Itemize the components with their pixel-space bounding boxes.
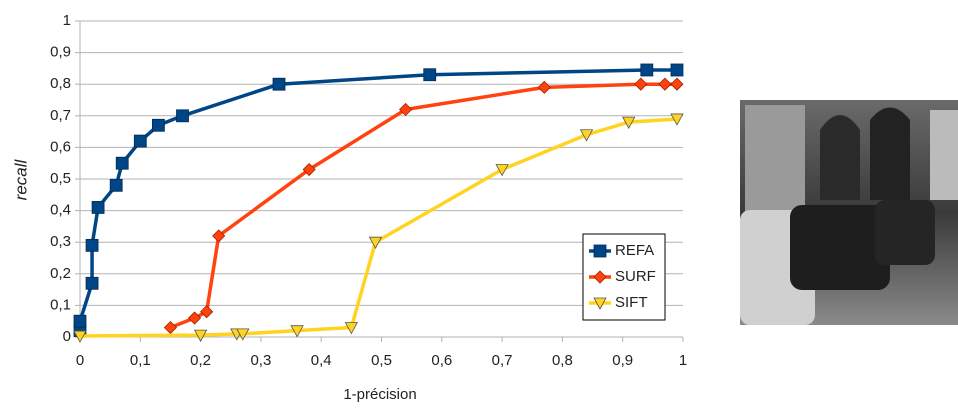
legend-marker xyxy=(593,270,607,284)
data-point xyxy=(344,322,359,335)
data-point xyxy=(368,236,383,250)
data-point xyxy=(85,276,99,290)
data-point xyxy=(399,102,413,117)
x-tick-label: 0,9 xyxy=(612,352,633,369)
data-point xyxy=(163,320,178,335)
data-point xyxy=(423,68,437,82)
legend-label: SIFT xyxy=(615,294,648,311)
data-point xyxy=(658,77,672,91)
y-tick-label: 1 xyxy=(63,12,71,29)
x-tick-label: 0,7 xyxy=(492,352,513,369)
data-point xyxy=(73,314,87,328)
data-point xyxy=(640,63,654,77)
y-tick-label: 0,7 xyxy=(50,107,71,124)
data-point xyxy=(109,178,123,192)
x-tick-label: 0,5 xyxy=(371,352,392,369)
x-axis-label: 1-précision xyxy=(343,386,416,403)
x-tick-label: 0 xyxy=(76,352,84,369)
data-point xyxy=(290,325,304,338)
data-point xyxy=(73,330,87,343)
y-tick-label: 0,5 xyxy=(50,170,71,187)
x-tick-label: 0,2 xyxy=(190,352,211,369)
data-point xyxy=(622,116,636,129)
y-tick-label: 0,9 xyxy=(50,44,71,61)
data-point xyxy=(115,156,129,170)
data-point xyxy=(151,118,165,132)
data-point xyxy=(236,328,250,341)
data-point xyxy=(200,305,214,319)
x-tick-label: 0,8 xyxy=(552,352,573,369)
y-tick-label: 0,4 xyxy=(50,202,71,219)
data-point xyxy=(193,329,208,342)
data-point xyxy=(188,311,202,325)
data-point xyxy=(670,63,684,77)
x-tick-label: 0,4 xyxy=(311,352,332,369)
data-point xyxy=(495,164,509,177)
data-point xyxy=(670,113,684,126)
photo xyxy=(740,100,958,325)
data-point xyxy=(176,109,189,123)
y-tick-label: 0,1 xyxy=(50,296,71,313)
data-point xyxy=(133,134,147,148)
x-tick-label: 1 xyxy=(679,352,687,369)
x-tick-label: 0,3 xyxy=(250,352,271,369)
y-axis-label: recall xyxy=(11,158,30,200)
y-tick-label: 0,3 xyxy=(50,233,71,250)
y-tick-label: 0,2 xyxy=(50,265,71,282)
data-point xyxy=(91,201,105,214)
data-point xyxy=(272,77,286,91)
data-point xyxy=(670,77,684,91)
data-point xyxy=(537,80,551,94)
legend-marker xyxy=(593,244,607,258)
y-tick-label: 0,6 xyxy=(50,138,71,155)
data-point xyxy=(579,129,594,142)
x-tick-label: 0,1 xyxy=(130,352,151,369)
legend-label: REFA xyxy=(615,242,654,259)
legend-marker xyxy=(593,297,607,310)
legend-label: SURF xyxy=(615,268,656,285)
data-point xyxy=(634,77,648,91)
series-line xyxy=(169,82,677,330)
y-tick-label: 0,8 xyxy=(50,75,71,92)
data-point xyxy=(302,162,316,177)
x-tick-label: 0,6 xyxy=(431,352,452,369)
y-tick-label: 0 xyxy=(63,328,71,345)
data-point xyxy=(85,238,99,252)
data-point xyxy=(212,229,226,243)
